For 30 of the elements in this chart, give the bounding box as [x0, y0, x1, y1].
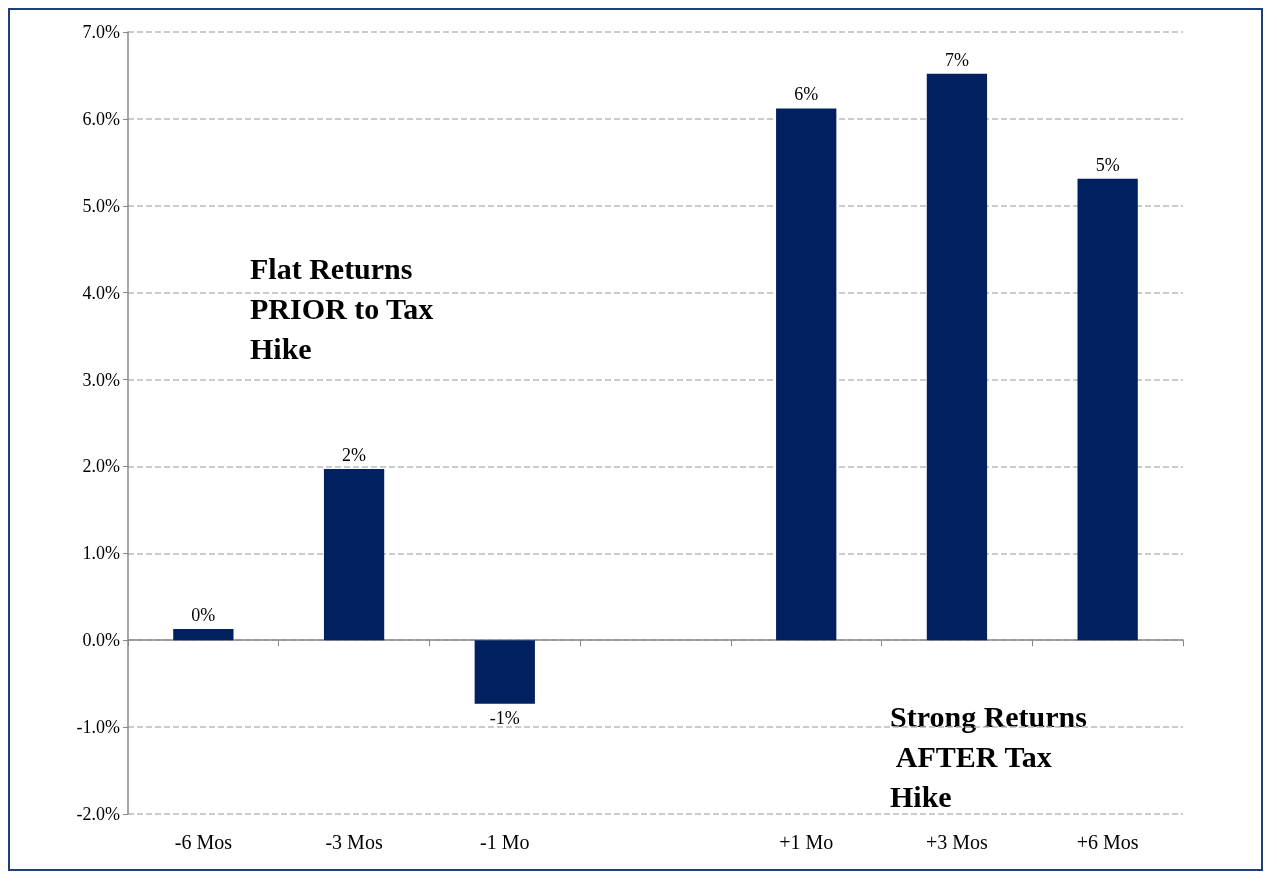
x-tick-label: +6 Mos [1076, 831, 1139, 853]
bar [474, 640, 535, 704]
y-tick-label: 1.0% [82, 543, 120, 564]
y-tick-label: 5.0% [82, 195, 120, 216]
y-tick-label: 6.0% [82, 108, 120, 129]
x-tick-label: +1 Mo [779, 831, 834, 853]
bar [1077, 178, 1138, 641]
y-tick-label: 2.0% [82, 456, 120, 477]
annotation: Flat Returns PRIOR to Tax Hike [250, 251, 441, 365]
y-tick-label: 0.0% [82, 630, 120, 651]
x-tick-label: -3 Mos [325, 831, 383, 853]
data-label: 2% [342, 445, 367, 466]
x-tick-label: -6 Mos [174, 831, 233, 853]
data-label: 7% [944, 49, 969, 70]
y-tick-label: -2.0% [76, 804, 120, 824]
x-tick-label: -1 Mo [480, 831, 530, 853]
data-label: 6% [794, 84, 819, 105]
y-tick-label: -1.0% [76, 717, 120, 738]
bar [323, 469, 385, 641]
data-label: 5% [1095, 154, 1120, 175]
data-label: -1% [489, 707, 520, 728]
y-tick-label: 3.0% [82, 369, 120, 390]
y-tick-label: 7.0% [82, 22, 120, 42]
annotation: Strong Returns AFTER Tax Hike [890, 699, 1087, 813]
bar [926, 73, 988, 641]
x-tick-label: +3 Mos [926, 831, 989, 853]
bar [173, 628, 234, 641]
data-label: 0% [191, 604, 216, 625]
y-tick-label: 4.0% [82, 282, 120, 303]
bar [776, 108, 837, 641]
